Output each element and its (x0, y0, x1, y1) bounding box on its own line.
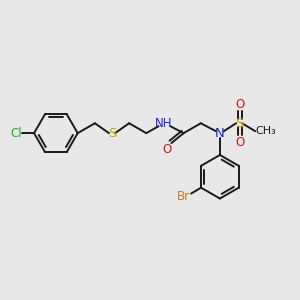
Text: Cl: Cl (11, 127, 22, 140)
Text: S: S (235, 117, 243, 130)
Text: O: O (236, 136, 245, 148)
Text: N: N (215, 127, 225, 140)
Text: O: O (163, 142, 172, 155)
Text: Br: Br (177, 190, 190, 203)
Text: O: O (236, 98, 245, 111)
Text: NH: NH (155, 117, 172, 130)
Text: S: S (108, 127, 116, 140)
Text: CH₃: CH₃ (256, 126, 277, 136)
